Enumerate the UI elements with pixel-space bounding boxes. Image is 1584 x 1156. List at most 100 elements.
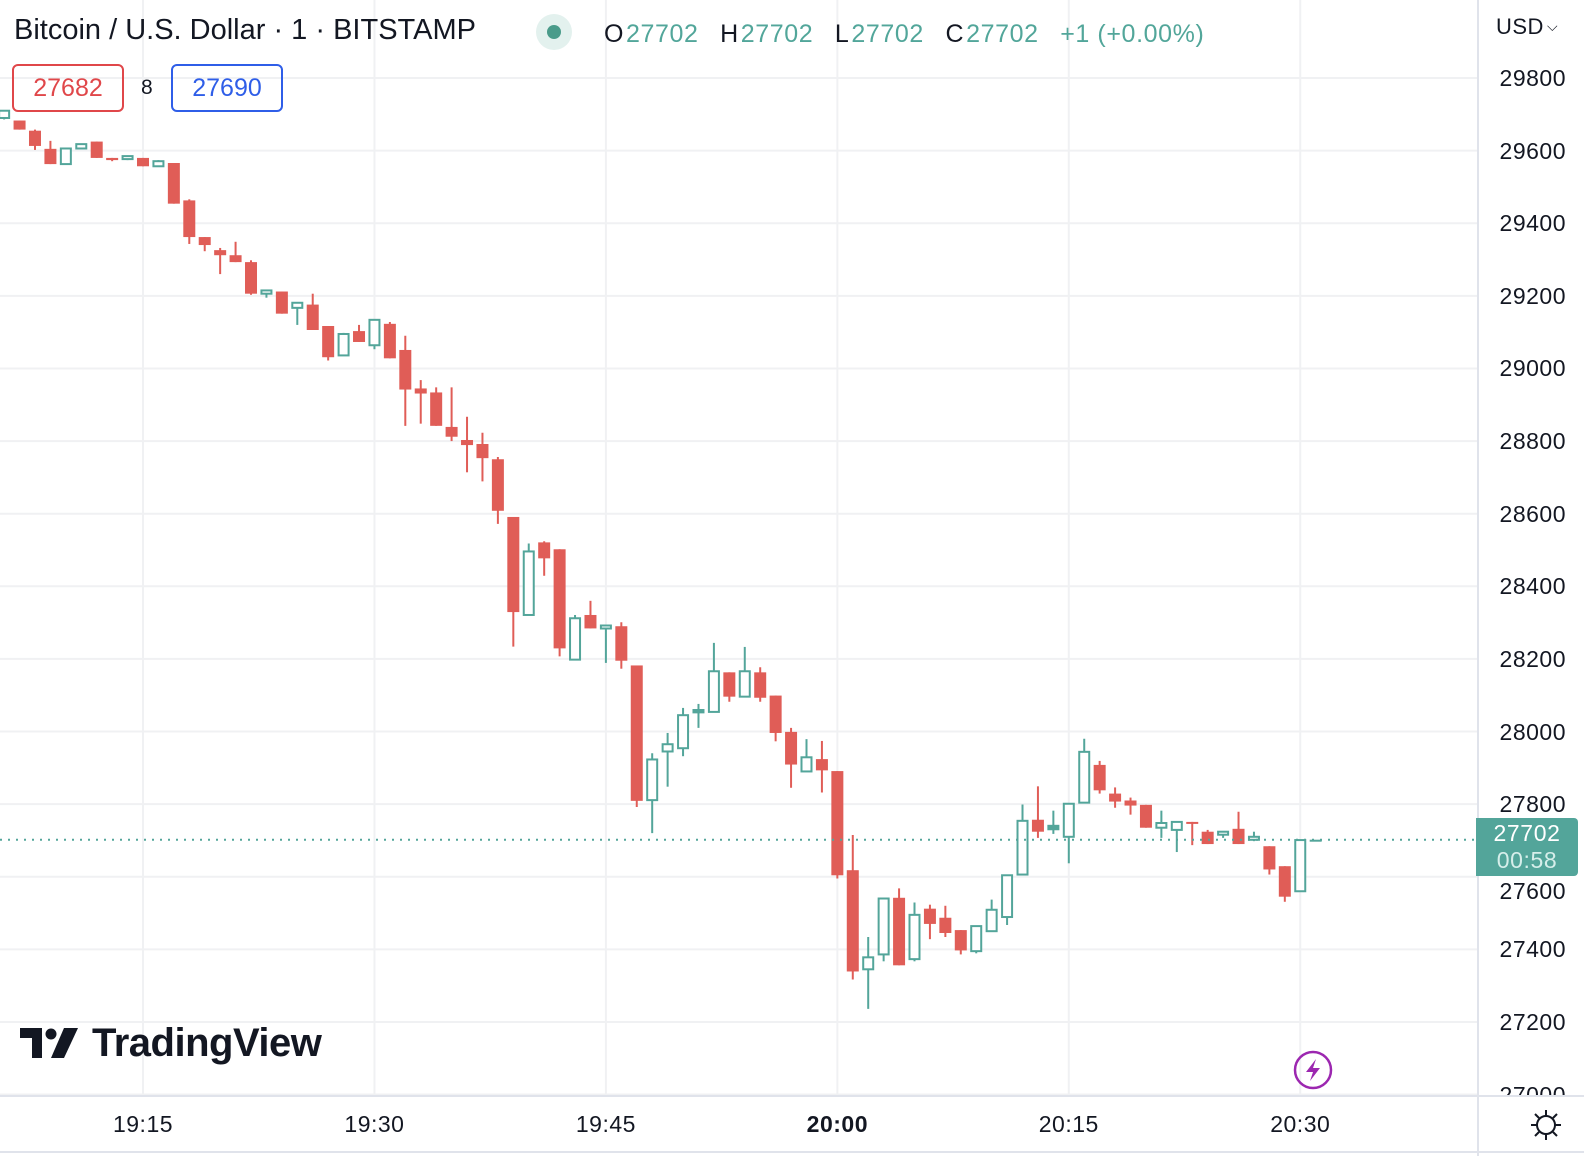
candle-body <box>183 200 196 238</box>
candle-body <box>13 120 26 130</box>
candle <box>553 549 566 657</box>
candle <box>1278 866 1291 902</box>
candle <box>1247 831 1260 842</box>
candle-body <box>615 626 628 661</box>
price-axis[interactable]: 29800 29600 29400 29200 29000 28800 28600 28400… <box>1479 0 1584 1095</box>
candle <box>430 387 443 426</box>
candle-body <box>1078 750 1091 804</box>
currency-label: USD <box>1496 14 1544 39</box>
candle <box>399 335 412 426</box>
candle-body <box>538 542 551 559</box>
candle <box>1232 811 1245 845</box>
candle <box>1109 787 1122 808</box>
currency-selector[interactable]: USD ⌵ <box>1496 14 1558 40</box>
candle-body <box>137 157 149 167</box>
candle-body <box>1170 820 1183 831</box>
candle <box>692 703 705 728</box>
candle <box>785 727 798 788</box>
candle <box>646 753 659 834</box>
candle <box>322 326 335 361</box>
chevron-down-icon: ⌵ <box>1546 18 1559 34</box>
candle-body <box>59 147 72 166</box>
candle <box>167 163 180 204</box>
candle-body <box>507 516 520 613</box>
candle <box>630 665 643 808</box>
price-tick-label: 29200 <box>1499 282 1566 309</box>
price-tick-label: 28800 <box>1499 428 1566 455</box>
candle-body <box>1047 824 1060 831</box>
candle <box>198 237 211 252</box>
candle <box>229 241 242 263</box>
candle-body <box>1093 764 1106 791</box>
last-price-value: 27702 <box>1493 819 1561 846</box>
candle-body <box>353 331 366 342</box>
candlestick-plot[interactable] <box>0 0 1477 1096</box>
candle <box>1217 830 1230 838</box>
candle-body <box>908 913 921 961</box>
candle <box>769 695 782 742</box>
sell-price-button[interactable]: 27682 <box>12 64 124 112</box>
candle <box>1062 802 1075 864</box>
time-tick-label: 19:45 <box>575 1111 636 1137</box>
candle <box>800 739 813 773</box>
candle <box>28 129 41 150</box>
symbol-title[interactable]: Bitcoin / U.S. Dollar · 1 · BITSTAMP <box>14 14 476 46</box>
candle <box>260 289 273 298</box>
time-tick-label: 19:15 <box>112 1111 174 1137</box>
candle <box>1186 821 1199 846</box>
candle <box>0 109 11 120</box>
candle-body <box>1031 819 1044 832</box>
candle-body <box>322 326 335 358</box>
lightning-icon[interactable] <box>1293 1050 1333 1090</box>
candle-body <box>785 731 798 765</box>
time-axis-border <box>0 1095 1584 1097</box>
candle <box>491 457 504 524</box>
candle <box>1309 839 1322 842</box>
price-tick-label: 29800 <box>1499 65 1566 92</box>
candle <box>908 902 921 962</box>
candle <box>1294 839 1307 893</box>
candle-body <box>491 459 504 511</box>
spread-value: 8 <box>141 76 153 99</box>
candle-body <box>245 262 258 294</box>
candle <box>831 771 844 879</box>
candle-body <box>1155 821 1168 829</box>
candle <box>893 888 906 966</box>
candle-body <box>569 617 582 661</box>
candle-body <box>630 665 643 801</box>
candle-body <box>707 670 720 713</box>
candle-body <box>646 758 659 802</box>
price-tick-label: 28200 <box>1499 645 1566 672</box>
logo-text: TradingView <box>92 1020 322 1065</box>
candle-body <box>1217 830 1230 836</box>
low-value: 27702 <box>851 20 924 48</box>
candle <box>445 387 458 442</box>
candle-body <box>862 956 875 971</box>
candle <box>738 646 751 698</box>
market-status-icon[interactable] <box>536 14 572 50</box>
candle-body <box>970 925 983 953</box>
buy-price-button[interactable]: 27690 <box>171 64 283 112</box>
candle-body <box>985 908 998 933</box>
ohlc-legend: O27702 H27702 L27702 C27702 +1 (+0.00%) <box>604 20 1218 49</box>
candle <box>1047 810 1060 834</box>
candle <box>183 199 196 244</box>
time-tick-label: 19:30 <box>344 1111 405 1137</box>
candle-body <box>769 695 782 733</box>
candle <box>75 143 88 150</box>
candle-body <box>90 141 103 158</box>
candle <box>291 301 304 325</box>
candle-body <box>738 670 751 698</box>
candle <box>677 707 690 757</box>
candle <box>414 380 427 424</box>
candle-body <box>1263 846 1276 870</box>
tradingview-logo[interactable]: TradingView <box>20 1020 322 1065</box>
open-value: 27702 <box>626 20 699 48</box>
candle <box>137 157 149 167</box>
settings-gear-icon[interactable] <box>1529 1108 1563 1142</box>
candle-body <box>260 289 273 295</box>
change-value: +1 (+0.00%) <box>1060 20 1205 48</box>
candle <box>44 140 57 165</box>
time-axis[interactable]: 19:15 19:30 19:45 20:00 20:15 20:30 <box>0 1097 1477 1151</box>
candle-body <box>229 255 242 263</box>
